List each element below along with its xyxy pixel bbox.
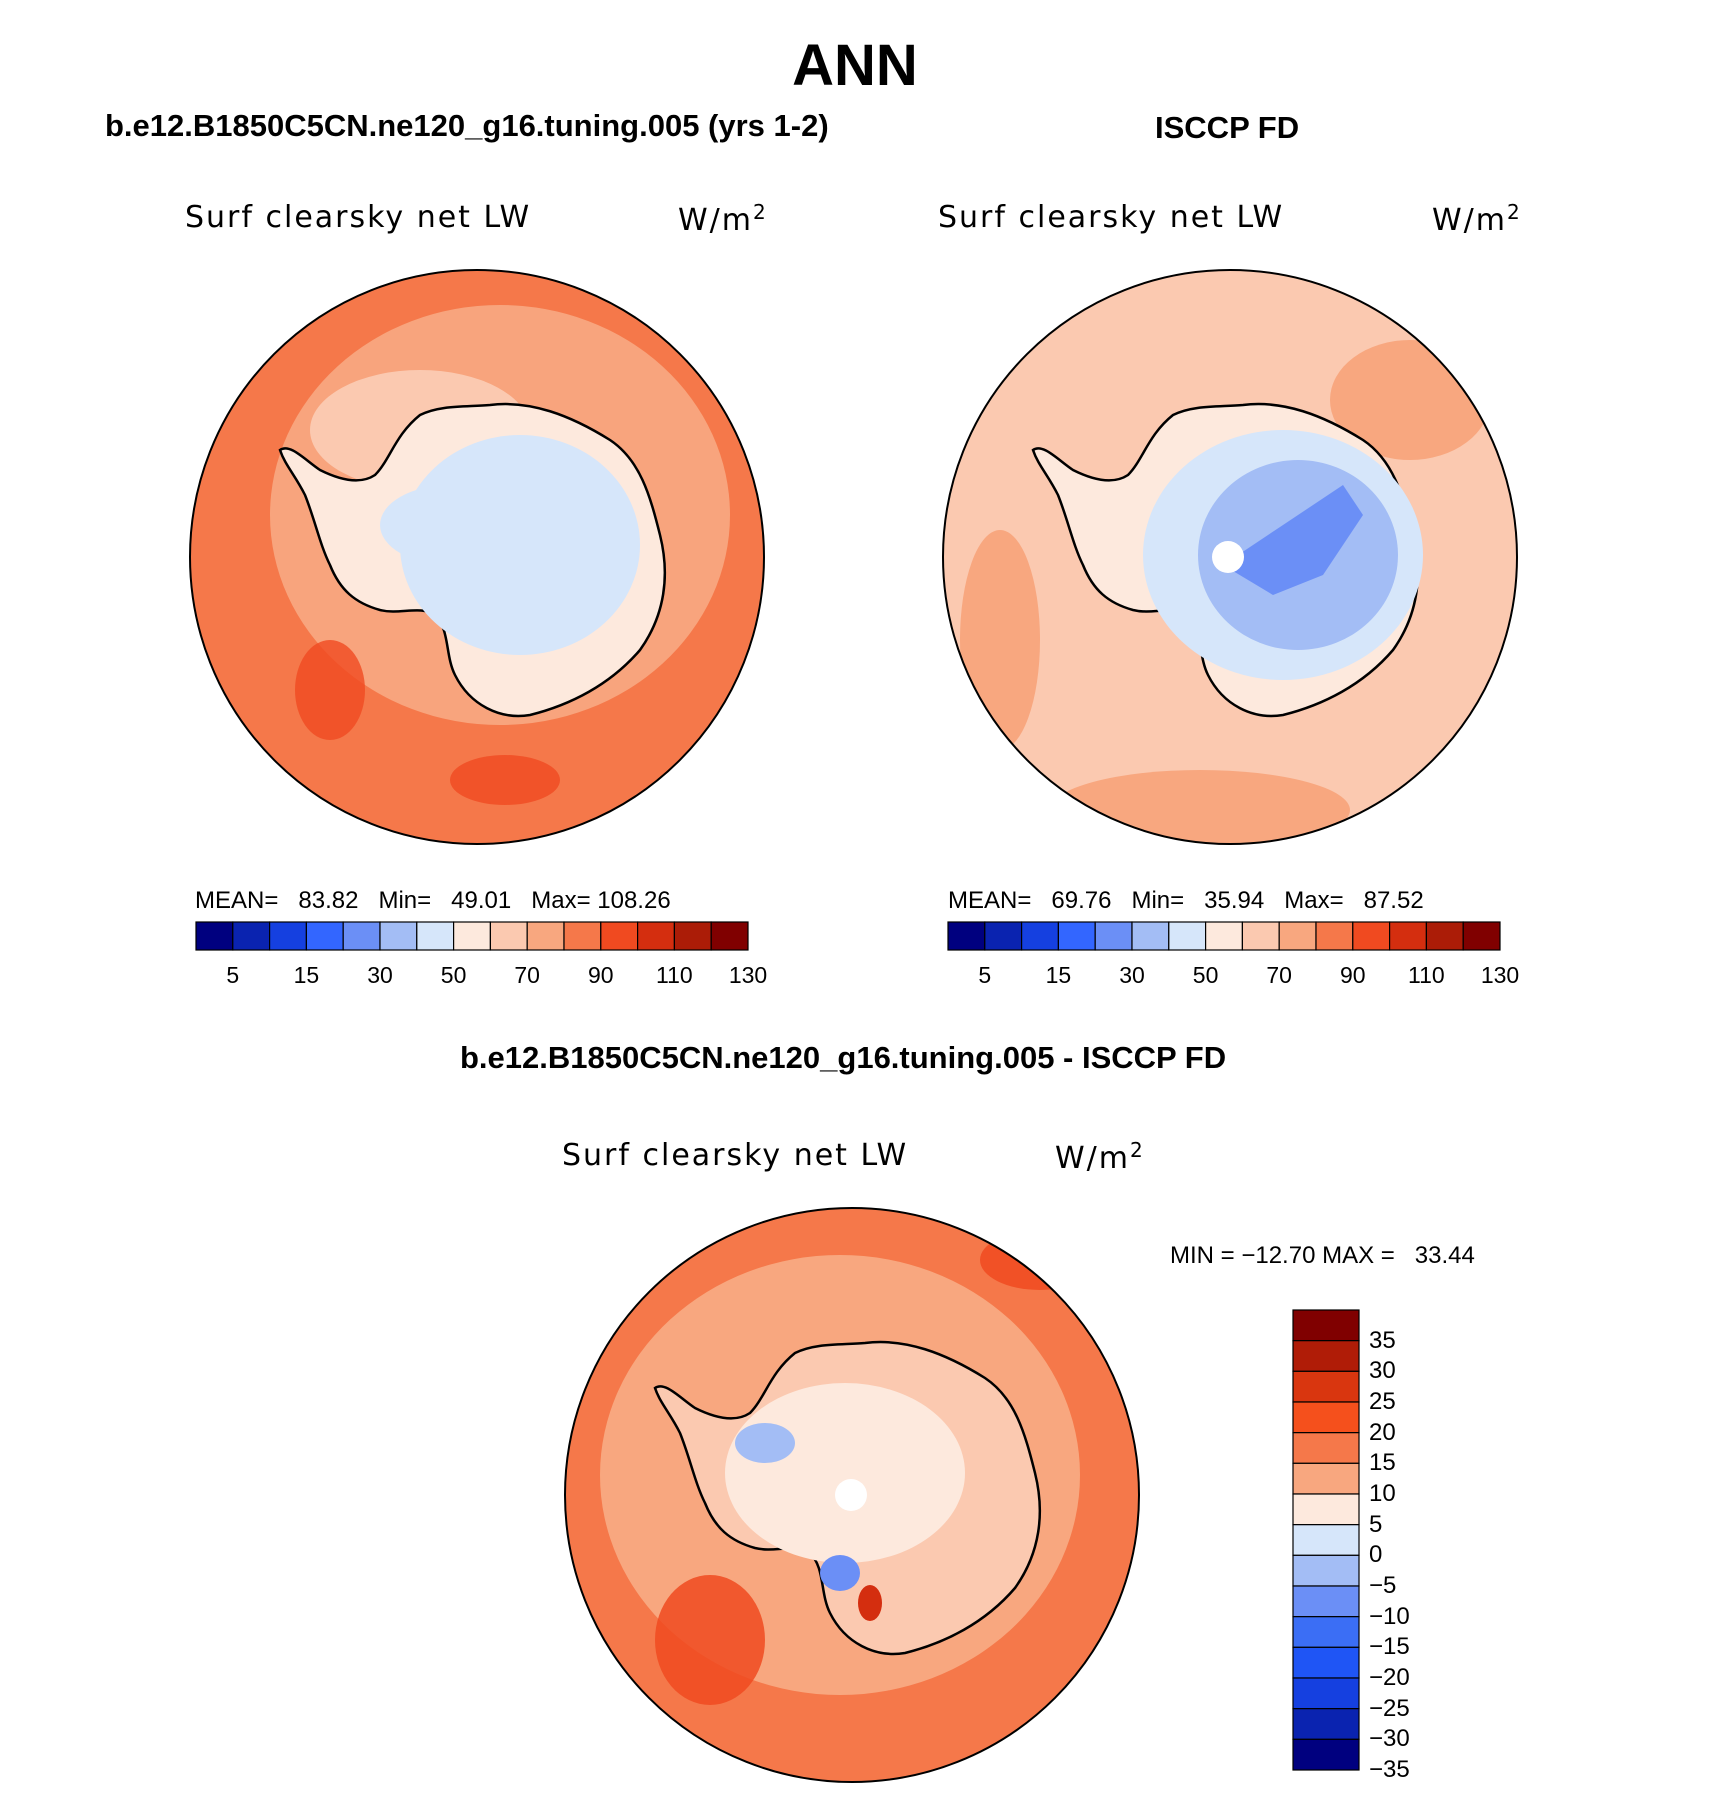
colorbar-swatch	[636, 921, 675, 951]
colorbar-swatch	[1352, 921, 1391, 951]
colorbar-tick-label: −10	[1369, 1602, 1410, 1630]
colorbar-tick-label: 130	[728, 962, 768, 988]
panel-3-stats: MIN = −12.70 MAX = 33.44	[1170, 1242, 1475, 1269]
colorbar-tick-label: 70	[514, 962, 540, 988]
colorbar-tick-label: −25	[1369, 1694, 1410, 1722]
colorbar-swatch	[1292, 1401, 1360, 1434]
colorbar-tick-label: −30	[1369, 1725, 1410, 1753]
colorbar-swatch	[1057, 921, 1096, 951]
panel-3-units: W/m2	[1055, 1138, 1145, 1176]
colorbar-swatch	[1292, 1554, 1360, 1587]
colorbar-swatch	[563, 921, 602, 951]
panel-1-colorbar	[195, 921, 749, 951]
colorbar-swatch	[1131, 921, 1170, 951]
colorbar-tick-label: 20	[1369, 1418, 1396, 1446]
colorbar-tick-label: 5	[978, 962, 992, 988]
panel-2-stats: MEAN= 69.76 Min= 35.94 Max= 87.52	[948, 887, 1424, 914]
colorbar-swatch	[379, 921, 418, 951]
colorbar-swatch	[232, 921, 271, 951]
panel-2-case-title: ISCCP FD	[1155, 110, 1300, 145]
colorbar-tick-label: 50	[1192, 962, 1219, 988]
colorbar-swatch	[1094, 921, 1133, 951]
colorbar-swatch	[195, 921, 234, 951]
figure-title: ANN	[792, 33, 918, 98]
colorbar-swatch	[1425, 921, 1464, 951]
colorbar-tick-label: 15	[1369, 1449, 1396, 1477]
panel-1-stats: MEAN= 83.82 Min= 49.01 Max= 108.26	[195, 887, 671, 914]
colorbar-swatch	[1462, 921, 1501, 951]
colorbar-tick-label: 15	[1045, 962, 1072, 988]
colorbar-swatch	[1204, 921, 1243, 951]
colorbar-tick-label: −15	[1369, 1633, 1410, 1661]
colorbar-swatch	[1292, 1309, 1360, 1342]
colorbar-swatch	[1292, 1708, 1360, 1740]
colorbar-swatch	[342, 921, 381, 951]
colorbar-tick-label: 0	[1369, 1541, 1383, 1569]
colorbar-swatch	[1292, 1462, 1360, 1495]
colorbar-swatch	[1315, 921, 1354, 951]
colorbar-tick-label: 30	[367, 962, 393, 988]
colorbar-tick-label: 25	[1369, 1388, 1396, 1415]
panel-2-map	[943, 270, 1517, 844]
colorbar-tick-label: −35	[1369, 1756, 1410, 1783]
panel-3-colorbar	[1292, 1309, 1360, 1771]
colorbar-swatch	[1278, 921, 1317, 951]
panel-3-case-title: b.e12.B1850C5CN.ne120_g16.tuning.005 - I…	[460, 1040, 1227, 1075]
panel-2-colorbar	[947, 921, 1501, 951]
panel-2-variable: Surf clearsky net LW	[938, 200, 1285, 235]
colorbar-swatch	[416, 921, 455, 951]
colorbar-swatch	[489, 921, 528, 951]
colorbar-swatch	[1292, 1340, 1360, 1372]
colorbar-swatch	[305, 921, 344, 951]
colorbar-tick-label: 30	[1119, 962, 1145, 988]
colorbar-tick-label: 110	[1408, 962, 1445, 988]
colorbar-tick-label: 90	[1340, 962, 1366, 988]
panel-3-map	[565, 1208, 1139, 1782]
colorbar-swatch	[1292, 1738, 1360, 1771]
colorbar-swatch	[1388, 921, 1427, 951]
panel-1-case-title: b.e12.B1850C5CN.ne120_g16.tuning.005 (yr…	[105, 108, 829, 143]
colorbar-tick-label: 5	[226, 962, 240, 988]
panel-1-variable: Surf clearsky net LW	[185, 200, 532, 235]
colorbar-tick-label: 70	[1266, 962, 1292, 988]
colorbar-swatch	[1292, 1616, 1360, 1648]
colorbar-tick-label: 15	[293, 962, 320, 988]
panel-2-units: W/m2	[1432, 200, 1522, 238]
colorbar-tick-label: −20	[1369, 1664, 1410, 1691]
colorbar-tick-label: 35	[1369, 1326, 1396, 1354]
colorbar-swatch	[710, 921, 749, 951]
colorbar-swatch	[600, 921, 639, 951]
colorbar-swatch	[1292, 1646, 1360, 1679]
colorbar-swatch	[1020, 921, 1059, 951]
colorbar-tick-label: 90	[588, 962, 614, 988]
panel-3-variable: Surf clearsky net LW	[562, 1138, 909, 1173]
colorbar-swatch	[984, 921, 1023, 951]
colorbar-swatch	[1292, 1370, 1360, 1403]
colorbar-swatch	[1168, 921, 1207, 951]
colorbar-swatch	[269, 921, 308, 951]
colorbar-tick-label: 30	[1369, 1357, 1396, 1385]
colorbar-swatch	[1292, 1432, 1360, 1464]
colorbar-swatch	[526, 921, 565, 951]
panel-1-map	[190, 270, 764, 844]
panel-1-units: W/m2	[678, 200, 768, 238]
colorbar-swatch	[1241, 921, 1280, 951]
colorbar-swatch	[453, 921, 492, 951]
colorbar-tick-label: 110	[656, 962, 693, 988]
colorbar-tick-label: −5	[1369, 1572, 1397, 1599]
colorbar-tick-label: 50	[440, 962, 467, 988]
colorbar-tick-label: 130	[1480, 962, 1520, 988]
colorbar-swatch	[1292, 1585, 1360, 1618]
colorbar-swatch	[947, 921, 986, 951]
colorbar-swatch	[1292, 1524, 1360, 1556]
colorbar-swatch	[1292, 1677, 1360, 1710]
colorbar-swatch	[1292, 1493, 1360, 1526]
colorbar-swatch	[673, 921, 712, 951]
colorbar-tick-label: 10	[1369, 1480, 1396, 1507]
colorbar-tick-label: 5	[1369, 1510, 1383, 1538]
